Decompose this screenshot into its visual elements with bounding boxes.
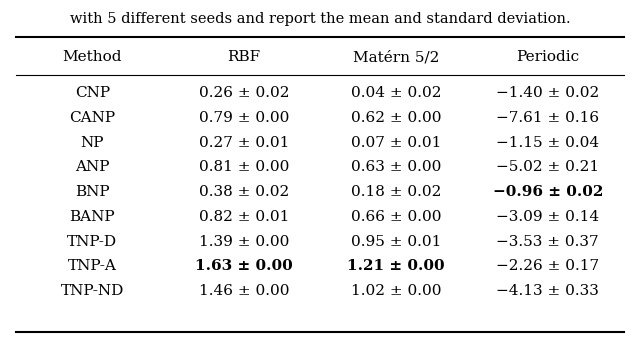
Text: 0.82 ± 0.01: 0.82 ± 0.01	[199, 210, 289, 224]
Text: 0.62 ± 0.00: 0.62 ± 0.00	[351, 111, 441, 125]
Text: NP: NP	[81, 136, 104, 150]
Text: −3.53 ± 0.37: −3.53 ± 0.37	[497, 235, 599, 249]
Text: RBF: RBF	[228, 50, 260, 64]
Text: TNP-ND: TNP-ND	[61, 284, 124, 298]
Text: −1.40 ± 0.02: −1.40 ± 0.02	[496, 86, 600, 100]
Text: −4.13 ± 0.33: −4.13 ± 0.33	[496, 284, 599, 298]
Text: with 5 different seeds and report the mean and standard deviation.: with 5 different seeds and report the me…	[70, 12, 570, 26]
Text: 0.66 ± 0.00: 0.66 ± 0.00	[351, 210, 441, 224]
Text: CNP: CNP	[75, 86, 110, 100]
Text: 0.95 ± 0.01: 0.95 ± 0.01	[351, 235, 441, 249]
Text: TNP-D: TNP-D	[67, 235, 117, 249]
Text: 0.18 ± 0.02: 0.18 ± 0.02	[351, 185, 441, 199]
Text: 0.63 ± 0.00: 0.63 ± 0.00	[351, 161, 441, 175]
Text: −5.02 ± 0.21: −5.02 ± 0.21	[496, 161, 599, 175]
Text: 0.07 ± 0.01: 0.07 ± 0.01	[351, 136, 441, 150]
Text: Method: Method	[63, 50, 122, 64]
Text: 0.26 ± 0.02: 0.26 ± 0.02	[199, 86, 289, 100]
Text: TNP-A: TNP-A	[68, 259, 116, 273]
Text: ANP: ANP	[75, 161, 109, 175]
Text: 0.81 ± 0.00: 0.81 ± 0.00	[199, 161, 289, 175]
Text: 0.38 ± 0.02: 0.38 ± 0.02	[199, 185, 289, 199]
Text: 1.39 ± 0.00: 1.39 ± 0.00	[199, 235, 289, 249]
Text: 1.02 ± 0.00: 1.02 ± 0.00	[351, 284, 441, 298]
Text: 1.21 ± 0.00: 1.21 ± 0.00	[347, 259, 445, 273]
Text: CANP: CANP	[69, 111, 115, 125]
Text: −0.96 ± 0.02: −0.96 ± 0.02	[493, 185, 603, 199]
Text: 0.04 ± 0.02: 0.04 ± 0.02	[351, 86, 441, 100]
Text: −1.15 ± 0.04: −1.15 ± 0.04	[496, 136, 599, 150]
Text: −2.26 ± 0.17: −2.26 ± 0.17	[496, 259, 599, 273]
Text: Periodic: Periodic	[516, 50, 579, 64]
Text: −3.09 ± 0.14: −3.09 ± 0.14	[496, 210, 599, 224]
Text: 0.79 ± 0.00: 0.79 ± 0.00	[199, 111, 289, 125]
Text: Matérn 5/2: Matérn 5/2	[353, 50, 439, 64]
Text: BNP: BNP	[75, 185, 109, 199]
Text: 0.27 ± 0.01: 0.27 ± 0.01	[199, 136, 289, 150]
Text: 1.63 ± 0.00: 1.63 ± 0.00	[195, 259, 293, 273]
Text: 1.46 ± 0.00: 1.46 ± 0.00	[199, 284, 289, 298]
Text: −7.61 ± 0.16: −7.61 ± 0.16	[496, 111, 599, 125]
Text: BANP: BANP	[70, 210, 115, 224]
